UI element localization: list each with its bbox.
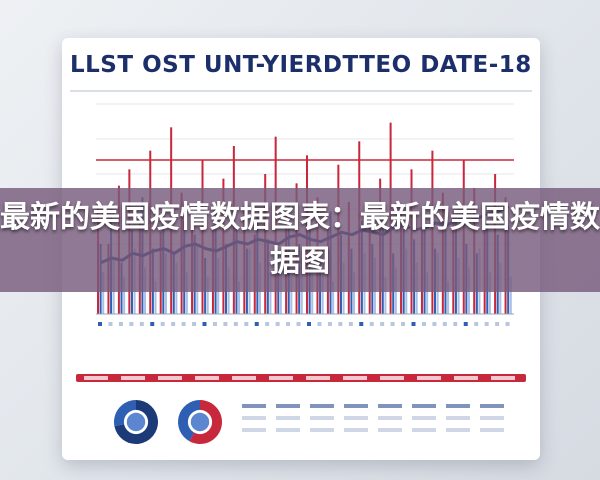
band-segment	[269, 376, 293, 380]
band-segment	[232, 376, 256, 380]
legend-dot	[338, 322, 343, 326]
legend-dot	[181, 322, 186, 326]
band-segment	[454, 376, 478, 380]
bar	[509, 276, 512, 314]
stat-block	[242, 428, 266, 432]
stat-block	[446, 416, 470, 420]
bar	[269, 272, 272, 314]
legend-dot	[317, 322, 322, 326]
legend-dot	[192, 322, 197, 326]
bar	[154, 281, 157, 314]
legend-dot	[327, 322, 332, 326]
legend-dot	[265, 322, 270, 326]
stat-block	[412, 428, 436, 432]
band-segment	[84, 376, 108, 380]
legend-dot	[369, 322, 374, 326]
stat-block	[480, 428, 504, 432]
legend-dot	[453, 322, 458, 326]
legend-dot	[244, 322, 249, 326]
stat-block	[276, 428, 300, 432]
stat-block	[378, 428, 402, 432]
legend-dot	[474, 322, 479, 326]
stat-block	[242, 404, 266, 408]
stat-block	[310, 416, 334, 420]
band-segment	[121, 376, 145, 380]
bar	[488, 272, 491, 314]
legend-dot	[484, 322, 489, 326]
band-segment	[380, 376, 404, 380]
band-segment	[417, 376, 441, 380]
legend-dot	[275, 322, 280, 326]
chart-title: LLST OST UNT-YIERDTTEO DATE-18	[70, 52, 532, 78]
legend-dot	[495, 322, 500, 326]
stat-block	[412, 416, 436, 420]
donut-right-center	[190, 412, 210, 432]
bar	[290, 276, 293, 314]
bar	[384, 276, 387, 314]
stat-block	[446, 404, 470, 408]
legend-dot	[442, 322, 447, 326]
stat-block	[378, 404, 402, 408]
bar	[206, 276, 209, 314]
legend-dot	[233, 322, 238, 326]
caption-text: 最新的美国疫情数据图表：最新的美国疫情数据图	[0, 200, 600, 279]
legend-dot	[348, 322, 353, 326]
legend-dot	[118, 322, 123, 326]
band-segment	[343, 376, 367, 380]
title-divider	[70, 90, 532, 92]
band-segment	[306, 376, 330, 380]
legend-dot	[171, 322, 176, 326]
summary-band	[76, 374, 526, 382]
band-segment	[491, 376, 515, 380]
legend-dot	[505, 322, 510, 326]
legend-dot	[463, 322, 468, 326]
stat-block	[480, 404, 504, 408]
stat-block	[344, 428, 368, 432]
stat-block	[378, 416, 402, 420]
stat-block	[344, 404, 368, 408]
caption-band	[0, 188, 600, 292]
band-segment	[158, 376, 182, 380]
legend-dot	[432, 322, 437, 326]
stat-block	[412, 404, 436, 408]
donut-left-center	[126, 412, 146, 432]
bar	[332, 281, 335, 314]
bar	[426, 272, 429, 314]
legend-dot	[296, 322, 301, 326]
legend-dot	[150, 322, 155, 326]
legend-dot	[421, 322, 426, 326]
legend-dot	[359, 322, 364, 326]
band-segment	[195, 376, 219, 380]
bar	[102, 272, 105, 314]
legend-dot	[401, 322, 406, 326]
stat-block	[310, 404, 334, 408]
legend-dot	[160, 322, 165, 326]
legend-dot	[390, 322, 395, 326]
stat-block	[310, 428, 334, 432]
legend-dot	[108, 322, 113, 326]
legend-dot	[129, 322, 134, 326]
legend-dot	[139, 322, 144, 326]
legend-dot	[254, 322, 259, 326]
bar	[123, 276, 126, 314]
bar	[238, 281, 241, 314]
legend-dot	[286, 322, 291, 326]
stat-block	[344, 416, 368, 420]
legend-dot	[380, 322, 385, 326]
stat-block	[480, 416, 504, 420]
legend-dot	[98, 322, 102, 326]
legend-dot	[212, 322, 217, 326]
legend-dot	[411, 322, 416, 326]
bar	[447, 281, 450, 314]
stat-block	[276, 416, 300, 420]
stat-block	[242, 416, 266, 420]
legend-dot	[307, 322, 311, 326]
legend-dot	[202, 322, 207, 326]
bar	[185, 272, 188, 314]
legend-dot	[223, 322, 228, 326]
stat-block	[276, 404, 300, 408]
stat-block	[446, 428, 470, 432]
bar	[353, 272, 356, 314]
